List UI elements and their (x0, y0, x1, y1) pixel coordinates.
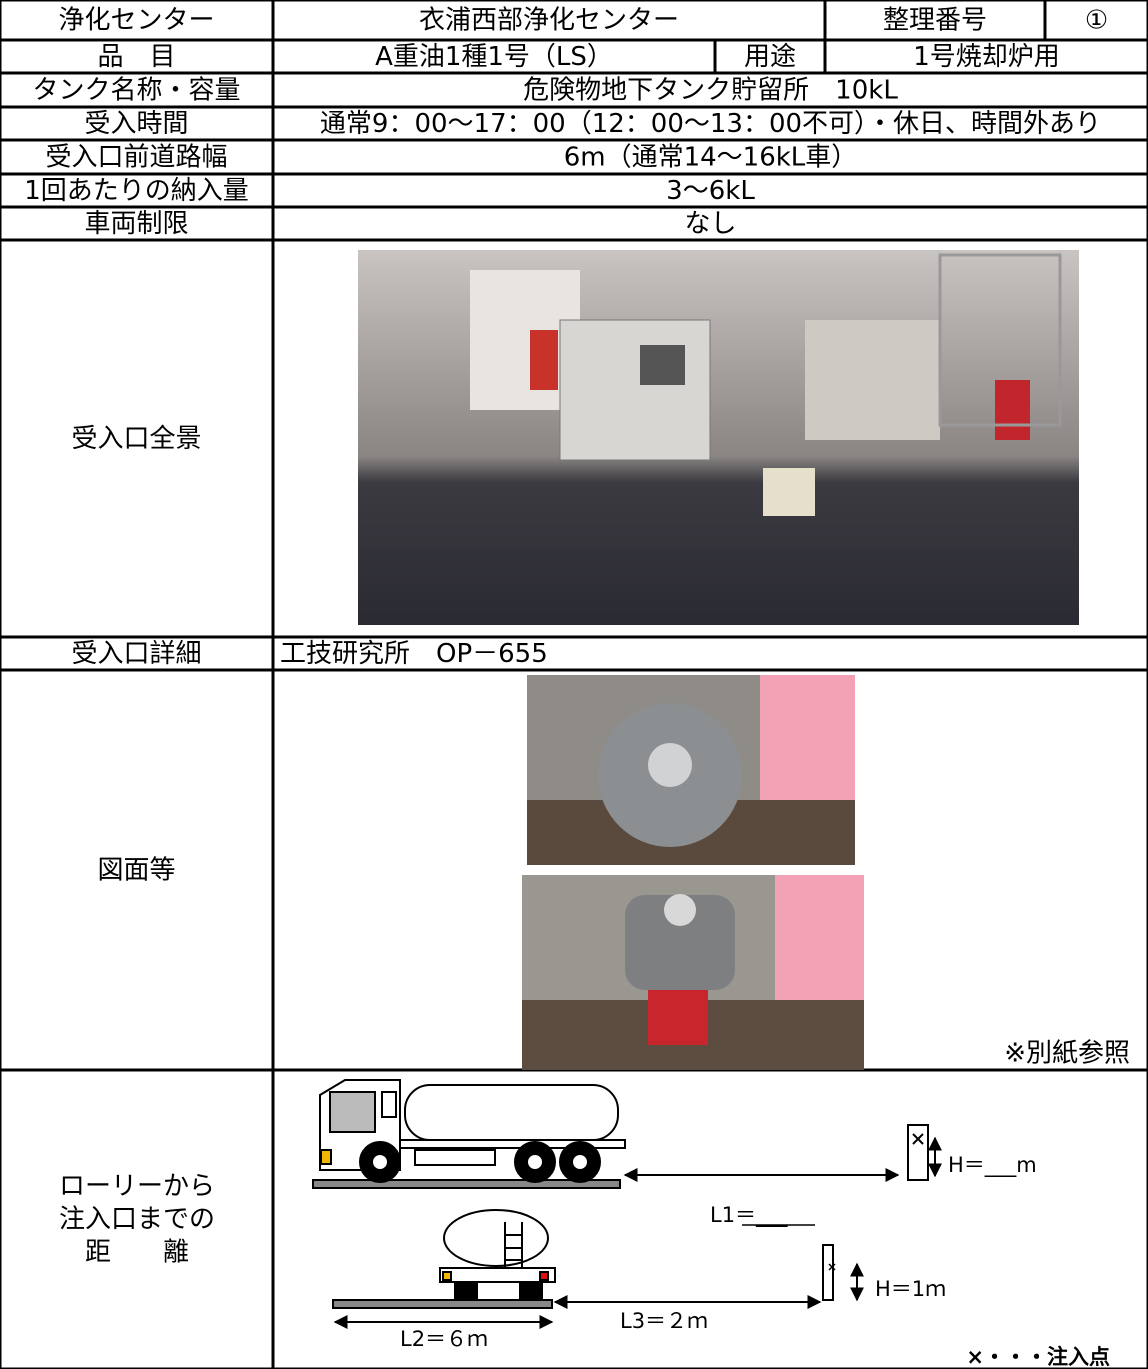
truck-diagram (312, 1079, 942, 1329)
cell-text: 危険物地下タンク貯留所 10kL (523, 76, 898, 106)
photo-detail-top (527, 675, 855, 865)
table-cell (273, 140, 1148, 174)
cell-text: 整理番号 (883, 6, 987, 36)
table-cell (1045, 0, 1148, 40)
row-label: 受入口全景 (71, 424, 201, 454)
cell-text: 1号焼却炉用 (913, 42, 1060, 72)
row-label: 受入口詳細 (71, 639, 201, 669)
dimension-label: L2＝６ｍ (400, 1327, 488, 1351)
cell-text: ① (1085, 6, 1108, 36)
row-label: 受入口前道路幅 (45, 143, 227, 173)
row-label: 車両制限 (84, 209, 188, 239)
row-label: 受入時間 (84, 109, 188, 139)
cell-text: 通常9：00～17：00（12：00～13：00不可）・休日、時間外あり (320, 109, 1101, 139)
table-cell (715, 40, 825, 73)
row-label: 距 離 (85, 1238, 189, 1268)
cell-text: 工技研究所 OP－655 (280, 639, 548, 669)
table-cell (0, 107, 273, 140)
cell-text: A重油1種1号（LS） (375, 42, 613, 72)
table-cell (273, 0, 825, 40)
table-cell (825, 40, 1148, 73)
table-cell (273, 174, 1148, 207)
row-label: 品 目 (97, 42, 175, 72)
dimension-label: H＝1ｍ (875, 1277, 946, 1301)
table-cell (0, 637, 273, 670)
cell-text: 3～6kL (666, 176, 755, 206)
table-cell (0, 240, 273, 637)
table-cell (273, 73, 1148, 107)
note: ※別紙参照 (1004, 1039, 1130, 1069)
table-cell (0, 0, 273, 40)
row-label: 図面等 (97, 856, 175, 886)
dimension-label: L3＝２ｍ (620, 1309, 708, 1333)
photo-overview (358, 250, 1079, 625)
cell-text: 衣浦西部浄化センター (419, 6, 679, 36)
legend: ×・・・注入点 (966, 1345, 1110, 1369)
cell-text: 6m（通常14～16kL車） (564, 143, 858, 173)
table-cell (825, 0, 1045, 40)
table-cell (0, 174, 273, 207)
table-cell (273, 40, 715, 73)
row-label: ローリーから (59, 1172, 215, 1202)
table-cell (273, 207, 1148, 240)
table-cell (0, 140, 273, 174)
dimension-label: L1＝___ (710, 1203, 788, 1228)
photo-detail-bottom (522, 875, 864, 1070)
table-cell (0, 670, 273, 1070)
row-label: 1回あたりの納入量 (24, 176, 249, 206)
table-cell (0, 207, 273, 240)
cell-text: なし (684, 209, 736, 239)
dimension-label: H＝___m (948, 1153, 1037, 1178)
row-label: タンク名称・容量 (32, 76, 240, 106)
table-cell (273, 637, 1148, 670)
table-cell (0, 1070, 273, 1369)
row-label: 注入口までの (59, 1205, 215, 1235)
table-cell (0, 40, 273, 73)
cell-text: 用途 (744, 42, 796, 72)
table-cell (273, 107, 1148, 140)
row-label: 浄化センター (58, 6, 214, 36)
table-cell (0, 73, 273, 107)
